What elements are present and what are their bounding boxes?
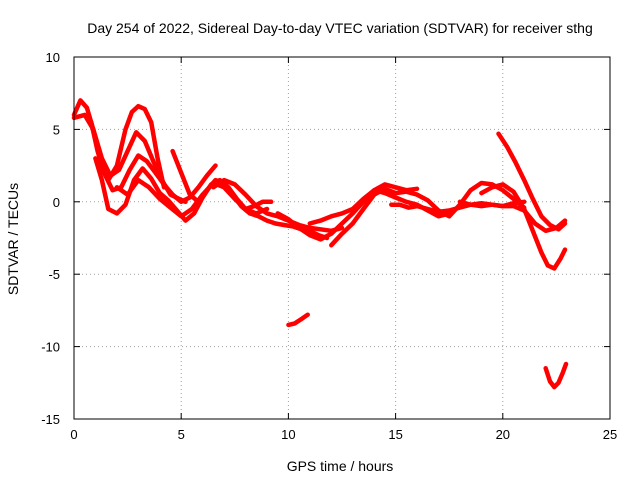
y-tick-label: -15 xyxy=(41,412,60,427)
y-tick-label: -5 xyxy=(48,267,60,282)
x-tick-label: 20 xyxy=(496,427,510,442)
x-tick-label: 15 xyxy=(388,427,402,442)
series-line-arc-3 xyxy=(88,119,218,205)
series-line-arc-10 xyxy=(329,180,527,248)
x-axis-label: GPS time / hours xyxy=(287,458,394,474)
x-tick-label: 10 xyxy=(281,427,295,442)
x-tick-label: 25 xyxy=(603,427,617,442)
series-line-arc-8 xyxy=(275,182,420,242)
y-tick-label: 10 xyxy=(46,50,60,65)
y-tick-label: -10 xyxy=(41,340,60,355)
chart-title: Day 254 of 2022, Sidereal Day-to-day VTE… xyxy=(87,20,593,36)
grid xyxy=(74,57,610,419)
series-line-arc-15 xyxy=(286,312,310,328)
x-tick-label: 5 xyxy=(178,427,185,442)
series-line-arc-1 xyxy=(71,98,167,190)
data-layer xyxy=(71,98,569,390)
series-line-arc-14 xyxy=(479,182,568,271)
y-axis-label: SDTVAR / TECUs xyxy=(5,183,21,295)
series-line-arc-13 xyxy=(496,131,568,232)
axis-ticks: 0 5 10 15 20 25 -15 -10 -5 0 5 10 xyxy=(41,50,617,442)
series-line-arc-16 xyxy=(543,361,569,390)
plot-frame xyxy=(73,56,611,420)
y-tick-label: 5 xyxy=(53,122,60,137)
series-line-arc-12 xyxy=(457,199,568,234)
x-tick-label: 0 xyxy=(70,427,77,442)
y-tick-label: 0 xyxy=(53,195,60,210)
series-line-arc-7 xyxy=(211,177,345,234)
series-line-arc-9 xyxy=(307,187,463,226)
